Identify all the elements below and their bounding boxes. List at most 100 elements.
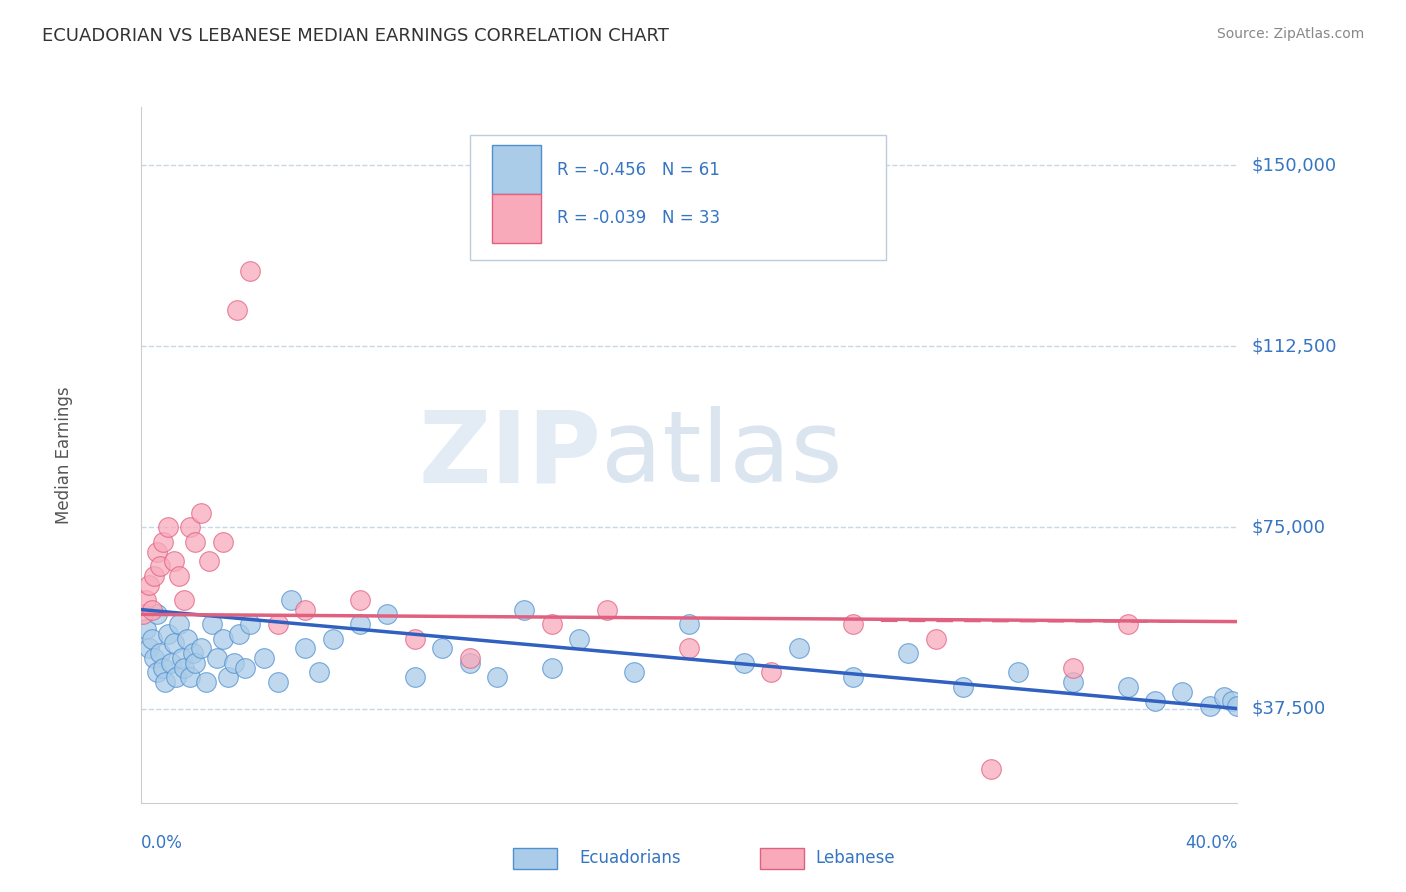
Point bbox=[1220, 694, 1243, 708]
Point bbox=[404, 670, 426, 684]
Point bbox=[980, 762, 1002, 776]
Point bbox=[321, 632, 344, 646]
Point bbox=[190, 506, 212, 520]
Text: $150,000: $150,000 bbox=[1251, 156, 1337, 174]
Point bbox=[787, 641, 810, 656]
Point bbox=[1198, 699, 1220, 714]
Point bbox=[179, 670, 201, 684]
Point bbox=[1144, 694, 1167, 708]
Point bbox=[458, 656, 481, 670]
Point bbox=[678, 617, 700, 632]
Text: Source: ZipAtlas.com: Source: ZipAtlas.com bbox=[1216, 27, 1364, 41]
Point bbox=[141, 632, 163, 646]
Point bbox=[1062, 675, 1084, 690]
Point bbox=[1171, 684, 1194, 698]
Point bbox=[430, 641, 453, 656]
Text: Lebanese: Lebanese bbox=[815, 849, 894, 867]
Point bbox=[239, 264, 262, 278]
Point bbox=[253, 651, 276, 665]
Text: Ecuadorians: Ecuadorians bbox=[579, 849, 681, 867]
Text: ZIP: ZIP bbox=[419, 407, 602, 503]
Point bbox=[135, 622, 157, 636]
Point bbox=[157, 626, 180, 640]
Point bbox=[138, 578, 160, 592]
Point bbox=[173, 592, 195, 607]
FancyBboxPatch shape bbox=[470, 135, 886, 260]
Point bbox=[176, 632, 198, 646]
Point bbox=[146, 665, 169, 680]
Point bbox=[207, 651, 229, 665]
Point bbox=[162, 636, 184, 650]
Point bbox=[294, 641, 316, 656]
Text: Median Earnings: Median Earnings bbox=[55, 386, 73, 524]
Point bbox=[211, 534, 233, 549]
Point bbox=[678, 641, 700, 656]
Point bbox=[349, 592, 371, 607]
Point bbox=[155, 675, 177, 690]
Point bbox=[733, 656, 755, 670]
Point bbox=[141, 602, 163, 616]
Point bbox=[157, 520, 180, 534]
Point bbox=[596, 602, 619, 616]
Point bbox=[222, 656, 245, 670]
Point bbox=[842, 670, 865, 684]
Point bbox=[228, 626, 250, 640]
Point bbox=[173, 660, 195, 674]
Point bbox=[280, 592, 302, 607]
Point bbox=[135, 592, 157, 607]
Point bbox=[190, 641, 212, 656]
FancyBboxPatch shape bbox=[513, 848, 557, 869]
Point bbox=[138, 641, 160, 656]
Text: $37,500: $37,500 bbox=[1251, 699, 1326, 717]
Text: 40.0%: 40.0% bbox=[1185, 834, 1237, 852]
Point bbox=[152, 534, 174, 549]
Point bbox=[540, 660, 562, 674]
Point bbox=[146, 544, 169, 558]
Point bbox=[308, 665, 330, 680]
Point bbox=[225, 303, 247, 318]
Text: R = -0.039   N = 33: R = -0.039 N = 33 bbox=[557, 210, 720, 227]
Text: atlas: atlas bbox=[602, 407, 842, 503]
FancyBboxPatch shape bbox=[761, 848, 804, 869]
Point bbox=[349, 617, 371, 632]
Text: R = -0.456   N = 61: R = -0.456 N = 61 bbox=[557, 161, 720, 178]
Point bbox=[143, 568, 166, 582]
Point bbox=[1116, 680, 1139, 694]
Point bbox=[211, 632, 233, 646]
Point bbox=[897, 646, 920, 660]
Point bbox=[1212, 690, 1234, 704]
Point bbox=[167, 617, 190, 632]
Point bbox=[1116, 617, 1139, 632]
Text: 0.0%: 0.0% bbox=[141, 834, 183, 852]
Point bbox=[239, 617, 262, 632]
Point bbox=[513, 602, 536, 616]
Point bbox=[1062, 660, 1084, 674]
Point bbox=[132, 607, 155, 622]
Point bbox=[143, 651, 166, 665]
Point bbox=[233, 660, 256, 674]
Point bbox=[162, 554, 184, 568]
FancyBboxPatch shape bbox=[492, 145, 541, 194]
Point bbox=[952, 680, 974, 694]
Text: $75,000: $75,000 bbox=[1251, 518, 1326, 536]
Point bbox=[568, 632, 591, 646]
Point bbox=[184, 534, 207, 549]
Point bbox=[165, 670, 187, 684]
Point bbox=[198, 554, 221, 568]
Point bbox=[149, 646, 172, 660]
Point bbox=[267, 617, 290, 632]
Point bbox=[842, 617, 865, 632]
Point bbox=[217, 670, 239, 684]
Point bbox=[486, 670, 509, 684]
Point bbox=[159, 656, 181, 670]
Point bbox=[201, 617, 224, 632]
Point bbox=[184, 656, 207, 670]
FancyBboxPatch shape bbox=[492, 194, 541, 243]
Text: ECUADORIAN VS LEBANESE MEDIAN EARNINGS CORRELATION CHART: ECUADORIAN VS LEBANESE MEDIAN EARNINGS C… bbox=[42, 27, 669, 45]
Point bbox=[623, 665, 645, 680]
Point bbox=[377, 607, 399, 622]
Point bbox=[404, 632, 426, 646]
Point bbox=[1226, 699, 1249, 714]
Point bbox=[181, 646, 204, 660]
Point bbox=[195, 675, 218, 690]
